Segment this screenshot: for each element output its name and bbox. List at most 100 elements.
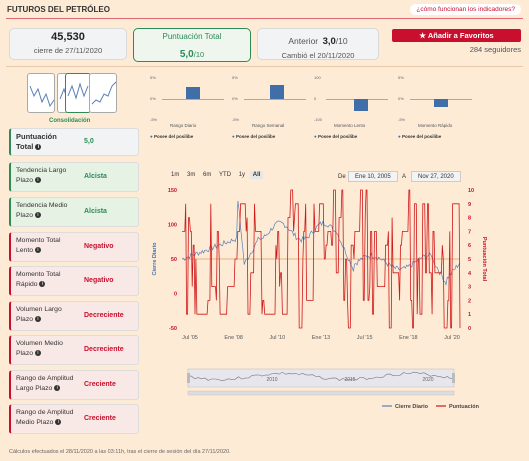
navigator-handle-right[interactable] [452, 373, 455, 383]
indicator-value: Negativo [84, 243, 114, 250]
range-all[interactable]: All [249, 171, 264, 179]
indicator-value: Alcista [84, 173, 107, 180]
slow-momentum-chart: 100 0 -100 Momento Lento ● Posee del pos… [314, 73, 394, 139]
previous-max: /10 [335, 36, 348, 46]
add-favorites-label: Añadir a Favoritos [427, 31, 494, 40]
indicator-label: Tendencia Largo Plazo i [16, 167, 67, 184]
navigator-handle-left[interactable] [187, 373, 190, 383]
y-right-tick-label: 0 [468, 326, 471, 332]
navigator[interactable] [187, 368, 455, 388]
indicator-value: Decreciente [84, 346, 124, 353]
indicator-label: Volumen Medio Plazo i [16, 340, 63, 357]
info-icon[interactable]: i [55, 419, 62, 426]
to-label: A [402, 174, 407, 180]
navigator-tick-label: 2015 [344, 377, 355, 383]
indicator-label: Rango de Amplitud Largo Plazo i [16, 375, 74, 392]
chart-caption: Rango Semanal [252, 123, 285, 128]
y-right-tick-label: 5 [468, 257, 471, 263]
x-tick-label: Ene '13 [312, 335, 330, 341]
y-left-tick-label: 0 [174, 292, 177, 298]
pattern-thumbnails [27, 73, 117, 117]
indicator-label: Volumen Largo Plazo i [16, 306, 62, 323]
page-title: FUTUROS DEL PETRÓLEO [7, 5, 110, 14]
range-3m[interactable]: 3m [187, 172, 196, 178]
legend-label-puntuacion[interactable]: Puntuación [449, 404, 480, 410]
tick-top: 100 [314, 75, 321, 80]
range-ytd[interactable]: YTD [219, 172, 232, 178]
chart-legend: ● Posee del posilibe [314, 134, 358, 139]
tick-bottom: -100 [314, 117, 323, 122]
add-favorites-button[interactable]: ★ Añadir a Favoritos [392, 29, 521, 42]
indicator-value: 5,0 [84, 138, 94, 145]
previous-score-card: Anterior 3,0/10 Cambió el 20/11/2020 [257, 28, 379, 60]
to-date-input[interactable]: Nov 27, 2020 [411, 171, 461, 182]
range-selector: 1m 3m 6m YTD 1y All [168, 171, 264, 179]
followers-count: 284 seguidores [469, 45, 521, 54]
y-right-tick-label: 6 [468, 243, 471, 249]
top-bar: FUTUROS DEL PETRÓLEO ¿cómo funcionan los… [0, 0, 529, 22]
pattern-thumb-bearish[interactable] [27, 73, 55, 113]
tick-mid: 0 [314, 96, 317, 101]
main-chart: 1m 3m 6m YTD 1y All De Ene 10, 2005 A No… [148, 168, 518, 448]
range-6m[interactable]: 6m [203, 172, 212, 178]
indicator-label: Puntuación Total i [16, 132, 57, 151]
indicator-row: Rango de Amplitud Medio Plazo i Creciente [9, 404, 139, 434]
info-icon[interactable]: i [39, 281, 46, 288]
indicator-row: Volumen Largo Plazo i Decreciente [9, 301, 139, 331]
tick-mid: 0% [398, 96, 404, 101]
top-divider [6, 18, 523, 19]
y-right-tick-label: 2 [468, 298, 471, 304]
range-1m[interactable]: 1m [171, 172, 180, 178]
info-icon[interactable]: i [34, 350, 41, 357]
from-date-input[interactable]: Ene 10, 2005 [348, 171, 398, 182]
section-divider [6, 66, 523, 67]
from-label: De [338, 174, 346, 180]
info-icon[interactable]: i [34, 247, 41, 254]
bar-axis [244, 99, 306, 100]
info-icon[interactable]: i [34, 316, 41, 323]
info-icon[interactable]: i [35, 144, 42, 151]
navigator-scrollbar[interactable] [187, 390, 455, 396]
x-tick-label: Jul '10 [269, 335, 285, 341]
price-date: cierre de 27/11/2020 [33, 46, 103, 55]
y-right-tick-label: 8 [468, 216, 471, 222]
indicator-value: Creciente [84, 415, 116, 422]
tick-bottom: -5% [232, 117, 240, 122]
indicator-value: Decreciente [84, 312, 124, 319]
bar [434, 99, 448, 107]
indicator-row: Momento Total Rápido i Negativo [9, 266, 139, 296]
indicator-label: Tendencia Medio Plazo i [16, 202, 68, 219]
chart-legend: ● Posee del posilibe [232, 134, 276, 139]
tick-bottom: -5% [398, 117, 406, 122]
chart-caption: Rango Diario [170, 123, 197, 128]
chart-caption: Momento Rápido [418, 123, 453, 128]
chart-legend: ● Posee del posilibe [150, 134, 194, 139]
info-icon[interactable]: i [54, 385, 61, 392]
price-card: 45,530 cierre de 27/11/2020 [9, 28, 127, 60]
range-1y[interactable]: 1y [238, 172, 246, 178]
indicator-row: Puntuación Total i 5,0 [9, 128, 139, 156]
info-icon[interactable]: i [34, 177, 41, 184]
y-left-axis-label: Cierre Diario [152, 242, 158, 276]
pattern-thumb-selected[interactable] [65, 73, 91, 113]
help-link[interactable]: ¿cómo funcionan los indicadores? [410, 4, 521, 15]
bar-axis [162, 99, 224, 100]
score-value: 5,0 [179, 49, 194, 60]
previous-changed-date: Cambió el 20/11/2020 [281, 51, 355, 60]
previous-value: 3,0 [322, 36, 336, 47]
footer-note: Cálculos efectuados el 28/11/2020 a las … [9, 449, 231, 455]
indicator-label: Momento Total Lento i [16, 237, 61, 254]
pattern-thumb-bullish[interactable] [89, 73, 117, 113]
navigator-line [187, 371, 455, 382]
tick-top: 5% [398, 75, 404, 80]
y-right-tick-label: 1 [468, 312, 471, 318]
legend-label-cierre[interactable]: Cierre Diario [395, 404, 429, 410]
bar [354, 99, 368, 111]
indicator-label: Rango de Amplitud Medio Plazo i [16, 409, 74, 426]
y-right-tick-label: 9 [468, 202, 471, 208]
tick-mid: 0% [232, 96, 238, 101]
indicator-value: Creciente [84, 381, 116, 388]
info-icon[interactable]: i [34, 212, 41, 219]
indicator-row: Rango de Amplitud Largo Plazo i Creciente [9, 370, 139, 400]
daily-range-chart: 5% 0% -5% Rango Diario ● Posee del posil… [150, 73, 230, 139]
